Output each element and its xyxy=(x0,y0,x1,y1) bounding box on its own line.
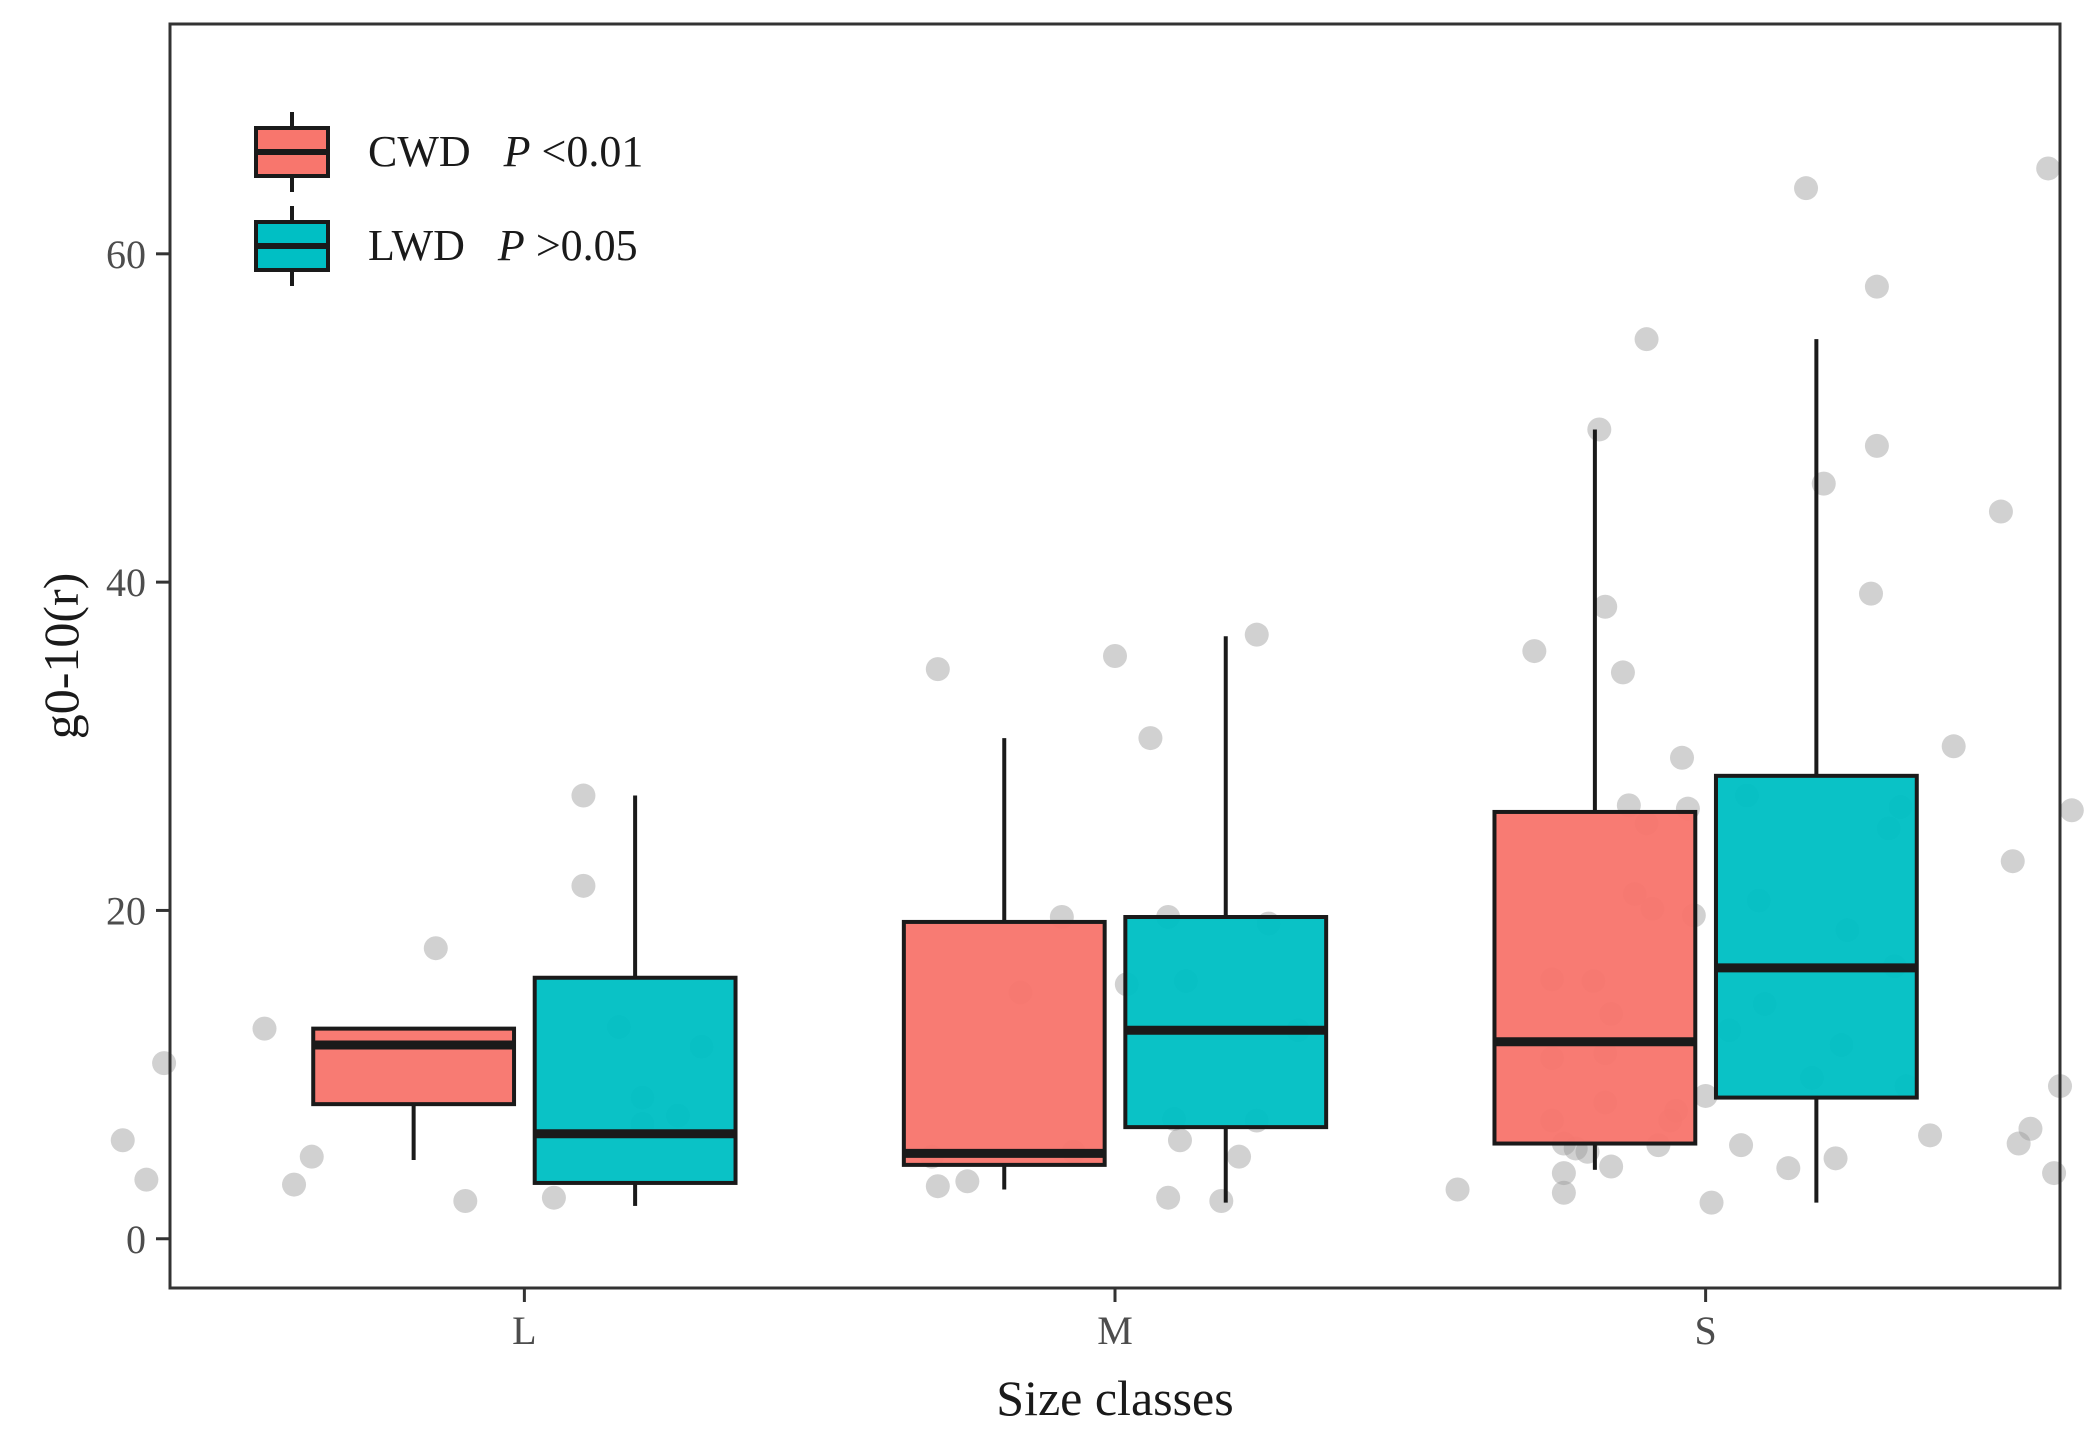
jitter-point xyxy=(1156,1185,1181,1210)
jitter-point xyxy=(2059,798,2084,823)
box-lwd-m xyxy=(1123,915,1329,1130)
box-cwd-s xyxy=(1492,809,1698,1146)
box-lwd-s xyxy=(1713,773,1919,1100)
jitter-point xyxy=(1599,1154,1624,1179)
jitter-point xyxy=(1244,622,1269,647)
jitter-point xyxy=(925,1174,950,1199)
y-tick-label: 60 xyxy=(106,232,146,277)
x-tick-label: M xyxy=(1097,1308,1133,1353)
jitter-point xyxy=(1593,594,1618,619)
jitter-point xyxy=(1610,660,1635,685)
x-tick-label: L xyxy=(512,1308,536,1353)
legend-p-symbol-cwd: P xyxy=(503,127,531,176)
jitter-point xyxy=(2036,156,2061,181)
jitter-point xyxy=(1693,1083,1718,1108)
box-cwd-l xyxy=(311,1026,517,1107)
jitter-point xyxy=(252,1016,277,1041)
jitter-point xyxy=(925,657,950,682)
jitter-point xyxy=(282,1172,307,1197)
jitter-point xyxy=(1167,1128,1192,1153)
jitter-point xyxy=(299,1144,324,1169)
jitter-point xyxy=(1670,745,1694,770)
jitter-point xyxy=(1522,639,1547,664)
legend-key-lwd xyxy=(254,206,330,286)
jitter-point xyxy=(152,1051,177,1076)
jitter-point xyxy=(1227,1144,1252,1169)
jitter-point xyxy=(1918,1123,1943,1148)
box-lwd-l xyxy=(532,975,738,1185)
jitter-point xyxy=(1864,274,1889,299)
legend: CWD P <0.01 LWD P >0.05 xyxy=(254,112,643,286)
jitter-point xyxy=(1587,417,1612,442)
jitter-point xyxy=(423,936,448,961)
jitter-point xyxy=(1699,1190,1724,1215)
x-tick-label: S xyxy=(1695,1308,1717,1353)
jitter-point xyxy=(1138,726,1163,751)
legend-p-value-lwd: >0.05 xyxy=(536,221,638,270)
y-axis-title: g0-10(r) xyxy=(33,573,89,740)
jitter-point xyxy=(1776,1156,1801,1181)
axes: 0 20 40 60 L M S xyxy=(106,232,1717,1353)
jitter-point xyxy=(1941,734,1966,759)
box-group xyxy=(311,339,1919,1206)
jitter-point xyxy=(1445,1177,1470,1202)
jitter-point xyxy=(2000,849,2025,874)
legend-key-cwd xyxy=(254,112,330,192)
y-tick-label: 0 xyxy=(126,1217,146,1262)
jitter-point xyxy=(1551,1161,1576,1186)
jitter-point xyxy=(541,1185,566,1210)
jitter-point xyxy=(1729,1133,1754,1158)
jitter-point xyxy=(1859,581,1883,606)
legend-series-name-cwd: CWD xyxy=(368,127,471,176)
jitter-point xyxy=(1551,1180,1576,1205)
y-tick-label: 40 xyxy=(106,560,146,605)
legend-label-cwd: CWD P <0.01 xyxy=(368,127,643,176)
legend-p-value-cwd: <0.01 xyxy=(542,127,644,176)
jitter-point xyxy=(2006,1131,2031,1156)
y-tick-label: 20 xyxy=(106,888,146,933)
jitter-point xyxy=(955,1169,980,1194)
jitter-point xyxy=(1634,327,1659,352)
jitter-point xyxy=(1823,1146,1848,1171)
jitter-point xyxy=(453,1188,478,1213)
jitter-point xyxy=(1794,176,1819,201)
jitter-point xyxy=(2042,1161,2067,1186)
jitter-point xyxy=(571,783,596,808)
legend-series-name-lwd: LWD xyxy=(368,221,465,270)
legend-label-lwd: LWD P >0.05 xyxy=(368,221,638,270)
jitter-point xyxy=(1864,433,1889,458)
jitter-point xyxy=(571,873,596,898)
jitter-point xyxy=(110,1128,135,1153)
x-axis-title: Size classes xyxy=(996,1370,1233,1426)
legend-p-symbol-lwd: P xyxy=(497,221,525,270)
jitter-point xyxy=(2018,1116,2043,1141)
jitter-point xyxy=(1209,1188,1234,1213)
jitter-point xyxy=(1988,499,2013,524)
box-cwd-m xyxy=(901,919,1107,1167)
jitter-point xyxy=(134,1167,159,1192)
jitter-point xyxy=(1103,644,1127,668)
